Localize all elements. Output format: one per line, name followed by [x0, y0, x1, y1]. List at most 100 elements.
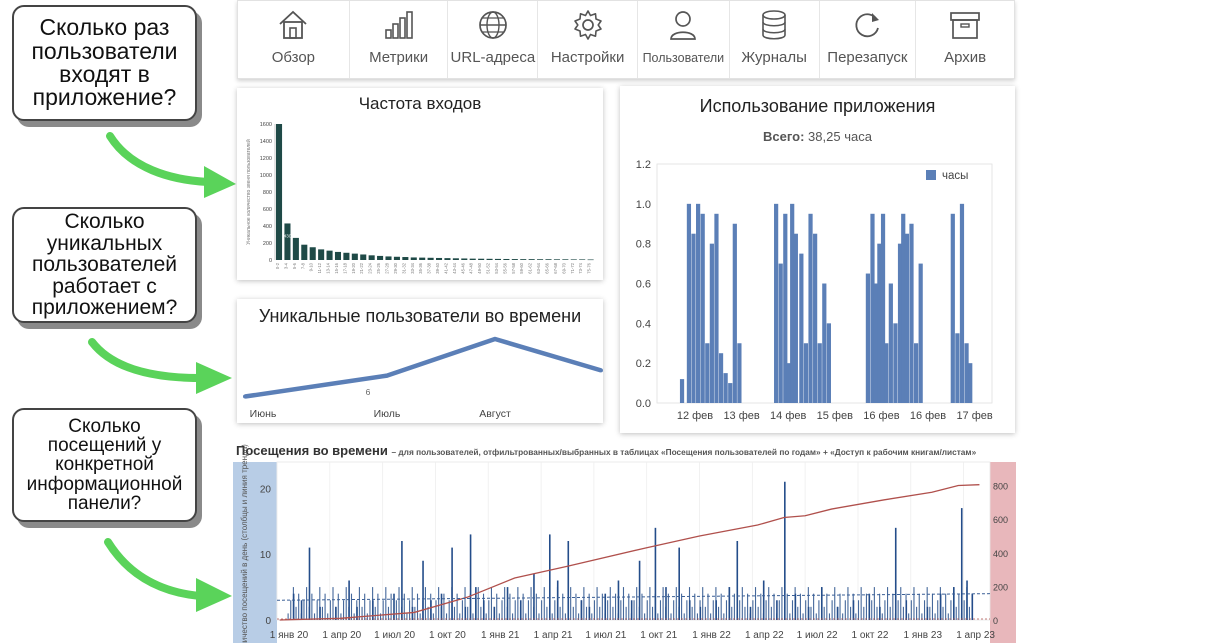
x-tick-label: 1 июл 20	[374, 630, 415, 641]
bar	[422, 560, 424, 620]
bar	[503, 258, 510, 260]
bar	[934, 613, 936, 620]
bar	[749, 606, 752, 620]
x-tick-label: 75-76	[587, 262, 592, 273]
x-tick-label: 15-16	[334, 262, 339, 273]
left-axis-band	[233, 462, 277, 643]
bar	[546, 606, 548, 620]
bar	[490, 587, 492, 620]
bar	[498, 613, 500, 620]
bar	[599, 606, 601, 620]
bar	[781, 587, 783, 620]
bar	[893, 323, 898, 403]
x-tick-label: 67-68	[553, 262, 558, 273]
toolbar-label: Метрики	[369, 49, 429, 66]
bar	[790, 203, 795, 403]
bar	[823, 606, 825, 620]
x-tick-label: Июль	[374, 408, 401, 420]
toolbar-urls[interactable]: URL-адреса	[448, 1, 539, 78]
toolbar-metrics[interactable]: Метрики	[350, 1, 449, 78]
bar	[564, 613, 566, 620]
toolbar-logs[interactable]: Журналы	[730, 1, 820, 78]
bar	[298, 593, 300, 620]
bar	[543, 587, 545, 620]
toolbar-archive[interactable]: Архив	[916, 1, 1014, 78]
panel-title: Частота входов	[358, 94, 482, 113]
x-tick-label: 27-28	[385, 262, 390, 273]
bar	[908, 613, 910, 620]
x-tick-label: 1 окт 20	[429, 630, 466, 641]
y2-tick-label: 600	[993, 515, 1008, 525]
bar	[813, 233, 818, 403]
bar	[533, 573, 535, 620]
bar	[665, 587, 667, 620]
bar	[747, 593, 749, 620]
bar	[340, 613, 342, 620]
bar	[786, 593, 788, 620]
bar	[348, 580, 350, 620]
toolbar-users[interactable]: Пользователи	[638, 1, 730, 78]
right-axis-band	[990, 462, 1016, 643]
bar	[737, 343, 742, 403]
bar	[736, 613, 738, 620]
bar	[593, 600, 595, 620]
user-icon	[670, 11, 697, 40]
arrow-icon	[104, 538, 232, 612]
home-icon	[279, 10, 307, 39]
bar	[453, 606, 456, 620]
bar	[877, 243, 882, 403]
x-tick-label: 59-60	[519, 262, 524, 273]
y-tick-label: 0.2	[636, 358, 651, 370]
bar	[295, 606, 297, 620]
toolbar-overview[interactable]: Обзор	[238, 1, 350, 78]
bar	[733, 593, 735, 620]
bar	[728, 587, 730, 620]
bar	[947, 613, 949, 620]
bar	[844, 600, 846, 620]
question-text: Сколько посещений у конкретной информаци…	[26, 415, 183, 515]
x-tick-label: 13-14	[326, 262, 331, 273]
y2-tick-label: 400	[993, 549, 1008, 559]
bar	[879, 593, 881, 620]
bar	[752, 600, 754, 620]
bar	[478, 258, 485, 260]
x-tick-label: 1 июл 21	[585, 630, 626, 641]
question-text: Сколько уникальных пользователей работае…	[31, 210, 178, 320]
bar	[667, 593, 669, 620]
bar	[585, 606, 588, 620]
bar	[707, 593, 709, 620]
bar	[865, 593, 867, 620]
x-tick-label: 1 янв 22	[692, 630, 731, 641]
plot-area	[276, 461, 991, 621]
bar	[350, 593, 353, 620]
bar	[691, 233, 696, 403]
bar	[469, 593, 471, 620]
y-tick-label: 0.8	[636, 239, 651, 251]
bar	[741, 587, 743, 620]
bar	[327, 613, 329, 620]
toolbar-label: Обзор	[271, 49, 316, 66]
x-tick-label: 3-4	[283, 262, 288, 269]
y-tick-label: 1200	[260, 156, 272, 162]
x-tick-label: 12 фев	[677, 410, 713, 422]
bar	[659, 600, 662, 620]
bar	[855, 613, 857, 620]
toolbar-settings[interactable]: Настройки	[538, 1, 638, 78]
bar	[966, 587, 968, 620]
bar	[620, 600, 622, 620]
bar	[562, 593, 564, 620]
toolbar-restart[interactable]: Перезапуск	[820, 1, 917, 78]
bar	[475, 600, 477, 620]
toolbar-label: Журналы	[741, 49, 807, 66]
bar	[480, 606, 482, 620]
bar	[612, 606, 614, 620]
bar	[393, 256, 400, 260]
bar	[929, 606, 931, 620]
bar	[572, 606, 574, 620]
bar	[622, 587, 625, 620]
bar	[728, 383, 733, 403]
bar	[451, 587, 453, 620]
bar	[696, 613, 698, 620]
bar	[638, 560, 641, 620]
